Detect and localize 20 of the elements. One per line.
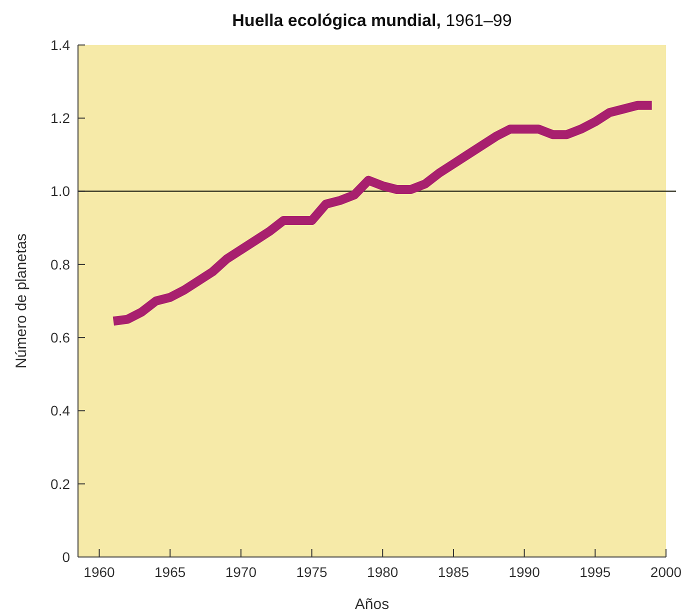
x-tick-label: 1970 xyxy=(225,564,257,580)
y-tick-label: 0 xyxy=(62,548,70,565)
y-tick-label: 0.2 xyxy=(50,476,70,492)
x-axis-title: Años xyxy=(354,596,390,613)
x-tick-label: 1960 xyxy=(84,564,116,580)
x-tick-label: 1990 xyxy=(508,564,540,580)
y-axis-title: Número de planetas xyxy=(13,233,30,369)
x-tick-label: 1985 xyxy=(438,564,470,580)
y-tick-label: 1.2 xyxy=(50,110,70,126)
x-tick-label: 1980 xyxy=(367,564,398,580)
y-tick-label: 1.0 xyxy=(50,183,70,200)
x-tick-label: 1965 xyxy=(154,564,186,580)
y-tick-label: 0.6 xyxy=(50,329,70,346)
chart-title: Huella ecológica mundial, 1961–99 xyxy=(232,11,512,30)
y-tick-label: 1.4 xyxy=(50,36,70,53)
x-tick-label: 2000 xyxy=(650,564,682,580)
y-tick-label: 0.8 xyxy=(50,256,70,272)
x-tick-label: 1975 xyxy=(296,564,328,580)
x-tick-label: 1995 xyxy=(580,564,611,580)
y-tick-label: 0.4 xyxy=(50,402,70,419)
